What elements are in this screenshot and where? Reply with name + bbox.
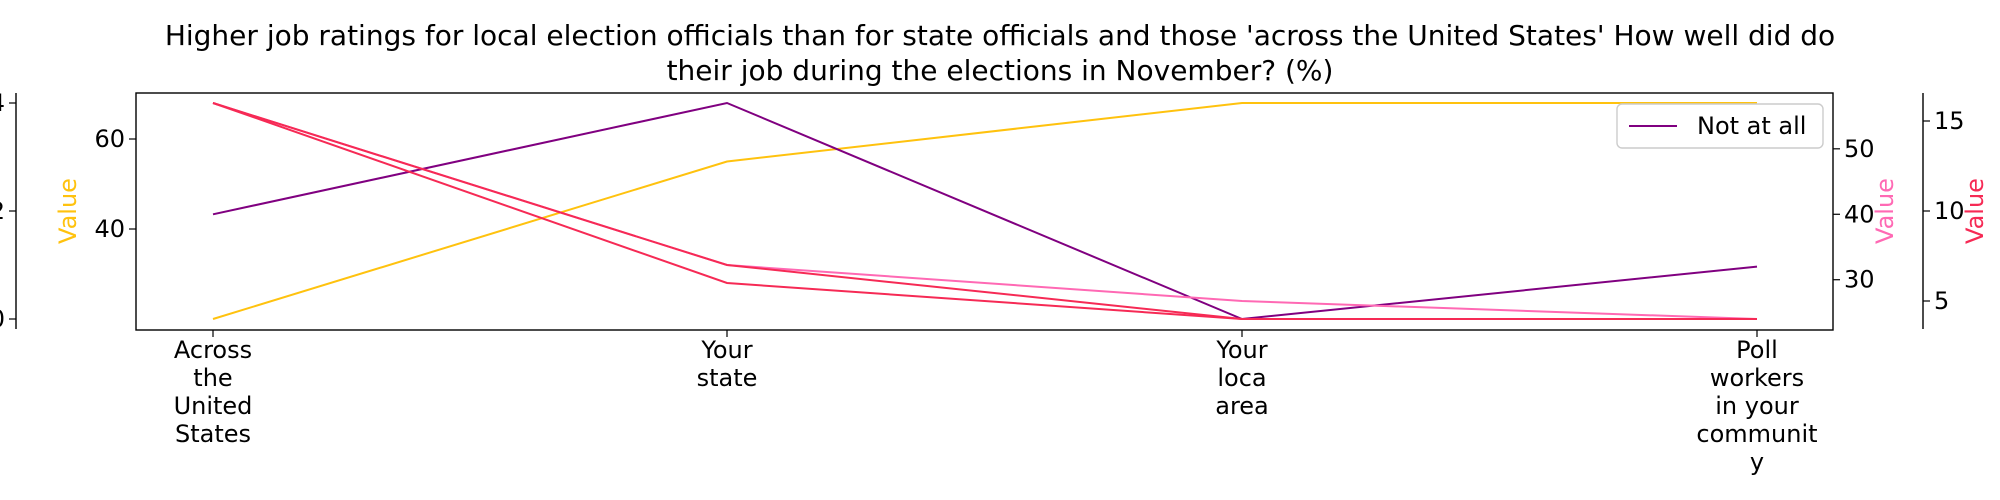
y-tick-label: 50: [1844, 135, 1875, 163]
y-tick-label: 60: [94, 125, 125, 153]
x-tick-label: y: [1750, 448, 1764, 476]
series-line: [212, 101, 1758, 321]
x-tick-label: Across: [174, 336, 252, 364]
x-tick-label: workers: [1710, 364, 1804, 392]
y-axis-label: Value: [1871, 178, 1899, 244]
x-tick-label: in your: [1715, 392, 1799, 420]
x-tick-label: Your: [1215, 336, 1267, 364]
y-tick-label: 2: [0, 197, 5, 225]
chart-title-wrap: Higher job ratings for local election of…: [0, 18, 2000, 88]
x-tick-label: loca: [1217, 364, 1266, 392]
x-tick-label: the: [193, 364, 232, 392]
y-axis-label: Value: [54, 178, 82, 244]
series-lines: [212, 101, 1758, 321]
series-line: [212, 102, 1757, 320]
axes-layer: 40 60 Value 30 40 50 Value 0 2 4 5 10 15 Value: [0, 89, 1989, 333]
plot-frame: [135, 92, 1834, 331]
y-tick-label: 0: [0, 305, 5, 333]
y-tick-label: 30: [1844, 266, 1875, 294]
x-tick-label: area: [1215, 392, 1269, 420]
y-tick-label: 15: [1934, 107, 1965, 135]
y-axis-label: Value: [1961, 178, 1989, 244]
x-tick-label: Poll: [1736, 336, 1778, 364]
y-tick-label: 40: [1844, 200, 1875, 228]
y-tick-label: 40: [94, 215, 125, 243]
x-tick-label: United: [174, 392, 253, 420]
x-tick-label: communit: [1696, 420, 1817, 448]
legend-entry-label: Not at all: [1697, 112, 1806, 140]
x-tick-label: Your: [700, 336, 752, 364]
series-line: [212, 102, 1757, 320]
x-axis: AcrosstheUnitedStatesYourstateYourlocaar…: [174, 330, 1818, 476]
chart-title: Higher job ratings for local election of…: [164, 19, 1836, 87]
x-tick-label: States: [175, 420, 251, 448]
y-tick-label: 5: [1934, 287, 1949, 315]
legend-box: [1616, 103, 1824, 149]
y-tick-label: 10: [1934, 197, 1965, 225]
x-tick-label: state: [697, 364, 758, 392]
y-tick-label: 4: [0, 89, 5, 117]
legend: Not at all: [1616, 103, 1824, 149]
